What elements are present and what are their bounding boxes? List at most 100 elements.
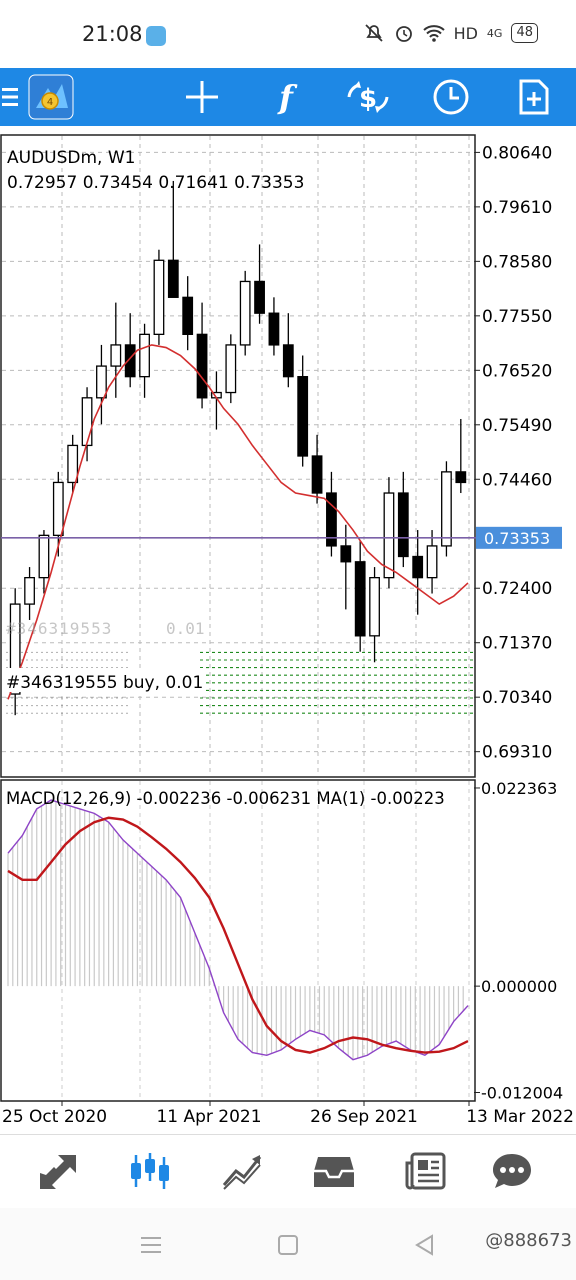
candle	[24, 567, 35, 620]
candle	[225, 334, 237, 404]
quotes-icon	[40, 1155, 76, 1189]
new-order-icon[interactable]	[512, 68, 556, 126]
candle	[311, 434, 323, 504]
home-square-icon[interactable]	[271, 1228, 305, 1262]
indicators-glyph: f	[279, 78, 293, 116]
candle	[67, 434, 79, 494]
nav-chart[interactable]	[120, 1145, 180, 1197]
time-axis: 25 Oct 2020 11 Apr 2021 26 Sep 2021 13 Mar …	[2, 1101, 574, 1127]
candle	[412, 530, 424, 615]
candle-body	[354, 561, 366, 637]
price-chart-svg[interactable]: 0.80640 0.79610 0.78580 0.77550 0.76520 0.754…	[0, 134, 576, 1134]
candle	[354, 540, 366, 652]
indicators-icon[interactable]: f	[264, 68, 308, 126]
candle-body	[268, 312, 280, 346]
nav-history[interactable]	[304, 1145, 364, 1197]
mute-icon	[364, 24, 383, 42]
wifi-icon	[422, 25, 445, 42]
candle-body	[282, 344, 294, 378]
candle-body	[369, 577, 380, 637]
network-type-label: HD	[453, 23, 478, 43]
time-tick-label: 26 Sep 2021	[310, 1107, 418, 1127]
candle	[52, 471, 64, 557]
symbol-timeframe-label: AUDUSDm, W1	[7, 148, 135, 168]
nav-quotes[interactable]	[28, 1145, 88, 1197]
menu-lines-icon[interactable]	[134, 1228, 168, 1262]
symbols-icon[interactable]: $	[342, 68, 394, 126]
candle	[340, 524, 352, 610]
macd-tick-label: -0.012004	[481, 1084, 563, 1103]
alarm-icon	[395, 26, 412, 42]
candle-body	[383, 492, 395, 579]
candle	[326, 471, 337, 557]
price-tick-label: 0.80640	[482, 143, 552, 163]
position-lines	[6, 651, 475, 714]
price-tick-label: 0.79610	[482, 198, 552, 218]
candle	[239, 270, 251, 356]
current-price-badge	[476, 526, 562, 549]
price-tick-label: 0.72400	[482, 579, 552, 599]
candle-body	[167, 259, 179, 298]
candle-body	[426, 545, 438, 579]
battery-indicator: 48	[511, 23, 538, 43]
price-axis: 0.80640 0.79610 0.78580 0.77550 0.76520 0.754…	[474, 143, 552, 763]
notification-app-icon	[146, 26, 166, 46]
moving-average-line	[7, 344, 469, 700]
back-triangle-icon[interactable]	[408, 1228, 442, 1262]
obscured-position-label: #346319553	[6, 619, 112, 638]
candle	[383, 477, 395, 589]
price-tick-label: 0.75490	[482, 416, 552, 436]
candle-body	[239, 280, 251, 346]
macd-signal-line	[7, 816, 469, 1054]
status-icons: HD 4G 48	[363, 22, 538, 44]
candle-body	[52, 481, 64, 536]
candle	[455, 418, 467, 494]
nav-trade[interactable]	[212, 1145, 272, 1197]
candle-body	[311, 455, 323, 494]
svg-text:4: 4	[47, 97, 53, 108]
candle-body	[412, 555, 424, 579]
candle	[38, 530, 50, 594]
obscured-lot-label: 0.01	[166, 619, 205, 638]
macd-tick-label: 0.022363	[481, 779, 557, 798]
candle	[139, 323, 150, 398]
price-tick-label: 0.69310	[482, 743, 552, 763]
bottom-navigation	[0, 1134, 576, 1208]
crosshair-icon[interactable]	[180, 68, 224, 126]
candle-body	[182, 296, 194, 335]
menu-icon[interactable]	[0, 68, 20, 126]
candle-body	[196, 333, 208, 399]
candle-body	[124, 344, 136, 378]
candle	[9, 588, 21, 716]
candle	[297, 355, 309, 467]
candle	[124, 313, 136, 388]
history-icon	[314, 1157, 354, 1187]
candle-body	[455, 471, 467, 484]
candle-body	[225, 344, 237, 394]
nav-news[interactable]	[396, 1145, 456, 1197]
watermark: @888673	[485, 1230, 572, 1251]
chart-area[interactable]: 0.80640 0.79610 0.78580 0.77550 0.76520 0.754…	[0, 134, 576, 1134]
candle-body	[397, 492, 409, 558]
messages-icon	[493, 1154, 531, 1188]
network-gen-label: 4G	[486, 26, 503, 40]
price-tick-label: 0.71370	[482, 634, 552, 654]
candle	[426, 530, 438, 594]
price-tick-label: 0.74460	[482, 470, 552, 490]
candle	[254, 244, 265, 324]
price-tick-label: 0.76520	[482, 361, 552, 381]
timeframe-icon[interactable]	[428, 68, 474, 126]
svg-text:$: $	[359, 84, 377, 114]
macd-panel-frame	[0, 779, 476, 1102]
app-logo-icon[interactable]: 4	[26, 68, 76, 126]
candle	[96, 344, 107, 425]
price-tick-label: 0.78580	[482, 252, 552, 272]
candle-body	[153, 259, 165, 335]
system-navigation: @888673	[0, 1208, 576, 1280]
candle	[153, 249, 165, 345]
candle-body	[441, 471, 452, 547]
status-time: 21:08	[82, 22, 143, 46]
time-tick-label: 11 Apr 2021	[156, 1107, 261, 1127]
candle-body	[110, 344, 122, 367]
nav-messages[interactable]	[482, 1145, 542, 1197]
